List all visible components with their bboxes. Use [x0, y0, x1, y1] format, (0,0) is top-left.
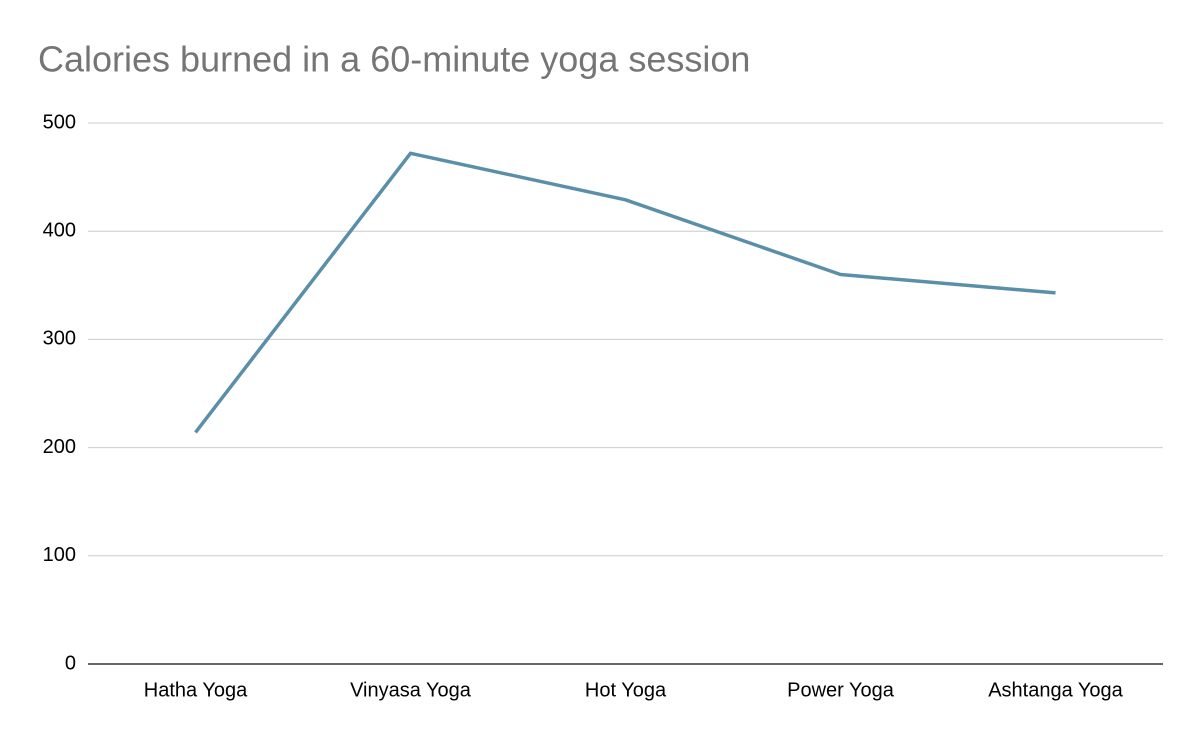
- x-tick-label: Vinyasa Yoga: [350, 679, 472, 701]
- y-tick-label: 200: [43, 436, 76, 458]
- y-tick-label: 300: [43, 328, 76, 350]
- chart-title: Calories burned in a 60-minute yoga sess…: [38, 39, 750, 80]
- data-line: [194, 151, 1056, 434]
- y-tick-label: 400: [43, 219, 76, 241]
- y-tick-label: 100: [43, 544, 76, 566]
- x-tick-label: Power Yoga: [787, 679, 895, 701]
- x-tick-label: Hatha Yoga: [144, 679, 248, 701]
- y-tick-label: 500: [43, 111, 76, 133]
- x-tick-label: Hot Yoga: [585, 679, 667, 701]
- y-tick-label: 0: [65, 652, 76, 674]
- x-tick-label: Ashtanga Yoga: [988, 679, 1123, 701]
